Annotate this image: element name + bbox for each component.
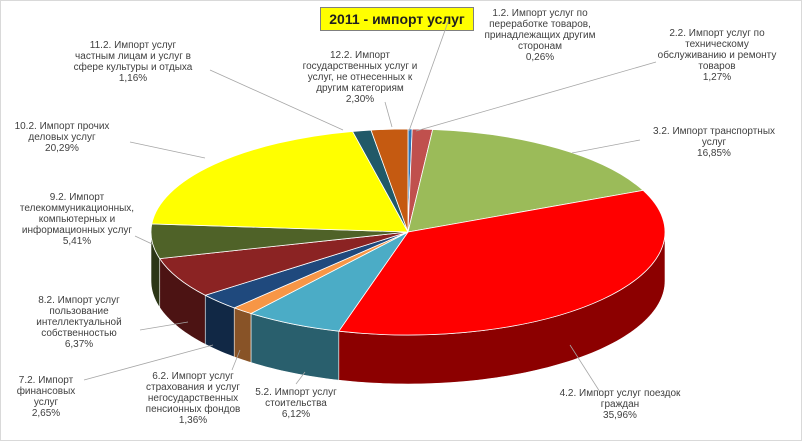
data-label-9-line-4: информационных услуг [22,224,133,236]
pie-slice-10 [151,130,409,233]
pie-data-labels: 1.2. Импорт услуг по переработке товаров,… [15,8,777,426]
data-label-7-line-1: 7.2. Импорт [19,375,74,386]
pie-slice-12 [370,128,409,233]
data-label-2-line-5: 1,27% [703,72,731,83]
leader-line-10 [129,141,206,159]
leader-line-2 [415,61,657,132]
pie-slices [150,128,666,336]
data-label-11-line-1: 11.2. Импорт услуг [90,40,177,51]
data-label-12-line-1: 12.2. Импорт [330,50,390,61]
data-label-12-line-4: другим категориям [316,83,404,94]
data-label-5: 5.2. Импорт услуг стоительства 6,12% [255,387,337,420]
data-label-2: 2.2. Импорт услуг по техническому обслужив… [658,28,777,83]
data-label-4-line-3: 35,96% [603,410,637,421]
data-label-1-line-1: 1.2. Импорт услуг по [492,8,588,19]
data-label-8: 8.2. Импорт услуг пользование интеллектуал… [36,295,121,350]
data-label-6-line-1: 6.2. Импорт услуг [152,371,234,382]
leader-line-5 [295,371,306,385]
leader-line-7 [83,344,214,381]
data-label-11-line-4: 1,16% [119,73,147,84]
data-label-7: 7.2. Импорт финансовых услуг 2,65% [17,375,76,419]
leader-line-8 [139,321,189,331]
data-label-10-line-3: 20,29% [45,143,79,154]
data-label-3-line-3: 16,85% [697,148,731,159]
data-label-9-line-3: компьютерных и [39,214,116,225]
leader-line-9 [134,235,153,245]
data-label-4: 4.2. Импорт услуг поездок граждан 35,96% [560,388,681,421]
data-label-4-line-2: граждан [601,399,639,410]
data-label-6-line-5: 1,36% [179,415,207,426]
data-label-11-line-2: частным лицам и услуг в [75,51,191,62]
pie-side-6 [233,307,252,363]
data-label-6-line-3: негосударственных [148,393,238,404]
data-label-8-line-2: пользование [49,306,109,317]
data-label-7-line-4: 2,65% [32,408,60,419]
data-label-8-line-3: интеллектуальной [36,317,121,328]
data-label-2-line-2: техническому [685,39,749,50]
data-label-6: 6.2. Импорт услуг страхования и услуг него… [146,371,241,426]
data-label-11: 11.2. Импорт услуг частным лицам и услуг … [74,40,193,84]
data-label-5-line-1: 5.2. Импорт услуг [255,387,337,398]
pie-slice-4 [338,189,666,336]
data-label-1-line-3: принадлежащих другим [484,30,595,41]
data-label-10: 10.2. Импорт прочих деловых услуг 20,29% [15,121,110,154]
data-label-2-line-1: 2.2. Импорт услуг по [669,28,765,39]
leader-line-12 [384,101,393,128]
leader-line-1 [408,21,449,132]
data-label-1-line-2: переработке товаров, [489,18,591,30]
data-label-6-line-4: пенсионных фондов [146,403,241,415]
data-label-5-line-2: стоительства [265,398,327,409]
data-label-12-line-3: услуг, не отнесенных к [308,72,413,83]
data-label-4-line-1: 4.2. Импорт услуг поездок [560,388,681,399]
data-label-1-line-5: 0,26% [526,52,554,63]
chart-title: 2011 - импорт услуг [320,7,474,31]
data-label-9-line-2: телекоммуникационных, [20,203,134,214]
leader-line-4 [569,344,601,393]
data-label-12-line-5: 2,30% [346,94,374,105]
data-label-3-line-2: услуг [702,137,727,148]
data-label-3-line-1: 3.2. Импорт транспортных [653,126,775,137]
data-label-1: 1.2. Импорт услуг по переработке товаров,… [484,8,595,63]
data-label-11-line-3: сфере культуры и отдыха [74,61,193,73]
data-label-3: 3.2. Импорт транспортных услуг 16,85% [653,126,775,159]
data-label-8-line-1: 8.2. Импорт услуг [38,295,120,306]
data-label-12-line-2: государственных услуг и [303,61,418,72]
leader-line-11 [209,69,344,131]
data-label-8-line-5: 6,37% [65,339,93,350]
data-label-7-line-3: услуг [34,397,59,408]
data-label-9-line-1: 9.2. Импорт [50,192,105,203]
data-label-1-line-4: сторонам [518,41,562,52]
data-label-8-line-4: собственностью [41,327,117,339]
data-label-2-line-3: обслуживанию и ремонту [658,49,777,61]
data-label-2-line-4: товаров [698,61,735,72]
data-label-7-line-2: финансовых [17,385,76,397]
data-label-10-line-1: 10.2. Импорт прочих [15,121,110,132]
pie-slice-3 [407,129,644,233]
data-label-12: 12.2. Импорт государственных услуг и услуг… [303,50,418,105]
leader-line-3 [571,139,641,154]
data-label-10-line-2: деловых услуг [28,132,96,143]
leader-line-6 [231,349,241,371]
data-label-9-line-5: 5,41% [63,236,91,247]
data-label-6-line-2: страхования и услуг [146,382,240,393]
data-label-9: 9.2. Импорт телекоммуникационных, компьюте… [20,192,134,247]
data-label-5-line-3: 6,12% [282,409,310,420]
